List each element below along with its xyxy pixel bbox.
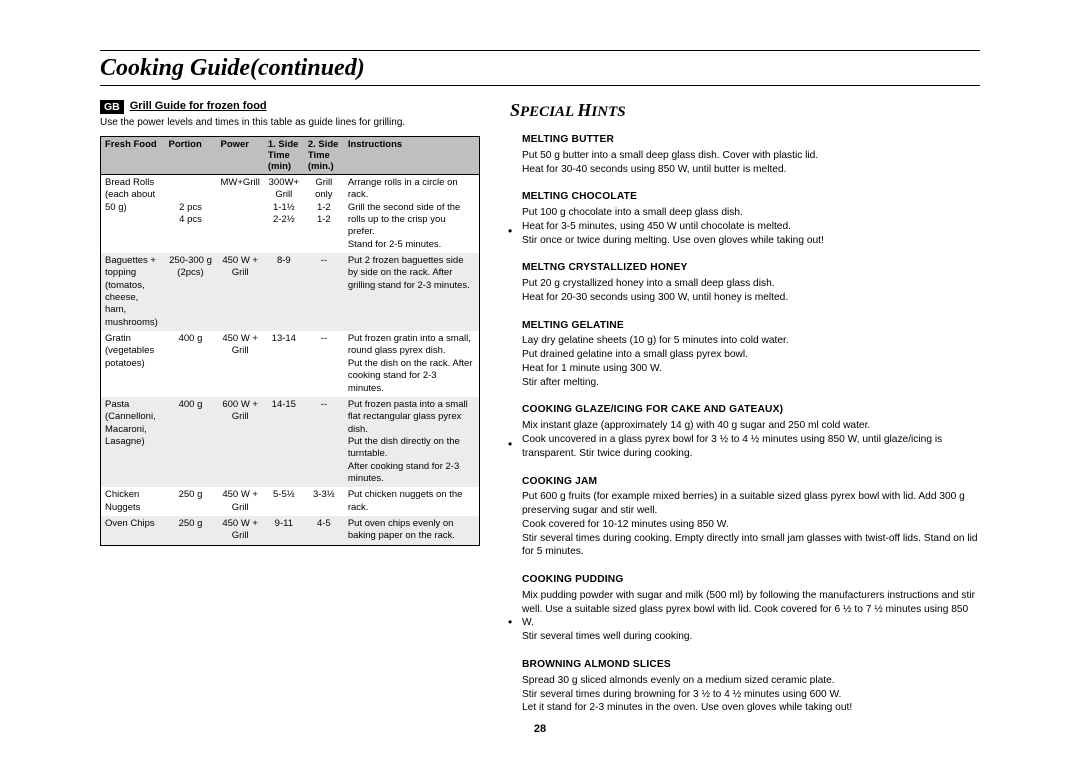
rule-bottom — [100, 85, 980, 86]
cell-food: Chicken Nuggets — [101, 487, 165, 516]
cell-power: 450 W + Grill — [217, 253, 264, 331]
hint-title: BROWNING ALMOND SLICES — [522, 658, 980, 672]
cell-portion: 250 g — [165, 516, 217, 545]
cell-power: 450 W + Grill — [217, 331, 264, 397]
section-header-row: GB Grill Guide for frozen food — [100, 100, 480, 114]
hint-title: MELTING CHOCOLATE — [522, 190, 980, 204]
hint-title: MELTING GELATINE — [522, 319, 980, 333]
cell-side1: 14-15 — [264, 397, 304, 487]
page-number: 28 — [0, 723, 1080, 735]
page-title: Cooking Guide(continued) — [100, 55, 980, 82]
cell-portion: 400 g — [165, 397, 217, 487]
cell-power: 450 W + Grill — [217, 516, 264, 545]
cell-side1: 5-5½ — [264, 487, 304, 516]
cell-instructions: Put frozen gratin into a small, round gl… — [344, 331, 480, 397]
hint-item: COOKING JAMPut 600 g fruits (for example… — [522, 475, 980, 560]
hint-title: COOKING GLAZE/ICING FOR CAKE AND GATEAUX… — [522, 403, 980, 417]
cell-side2: -- — [304, 397, 344, 487]
hint-body: Spread 30 g sliced almonds evenly on a m… — [522, 674, 980, 715]
hint-body: Put 100 g chocolate into a small deep gl… — [522, 206, 980, 247]
cell-portion: 250 g — [165, 487, 217, 516]
cell-power: 450 W + Grill — [217, 487, 264, 516]
cell-side2: 3-3½ — [304, 487, 344, 516]
table-row: Gratin (vegetables potatoes)400 g450 W +… — [101, 331, 480, 397]
cell-instructions: Put chicken nuggets on the rack. — [344, 487, 480, 516]
cell-instructions: Arrange rolls in a circle on rack. Grill… — [344, 175, 480, 254]
hint-body: Mix pudding powder with sugar and milk (… — [522, 589, 980, 644]
cell-instructions: Put frozen pasta into a small flat recta… — [344, 397, 480, 487]
th-food: Fresh Food — [101, 137, 165, 175]
grill-table: Fresh Food Portion Power 1. Side Time (m… — [100, 136, 480, 546]
cell-side1: 13-14 — [264, 331, 304, 397]
hint-title: MELTING BUTTER — [522, 133, 980, 147]
hint-item: MELTNG CRYSTALLIZED HONEY Put 20 g crysta… — [522, 261, 980, 304]
cell-food: Gratin (vegetables potatoes) — [101, 331, 165, 397]
th-power: Power — [217, 137, 264, 175]
hints-title: SPECIAL HINTS — [510, 100, 980, 121]
cell-instructions: Put 2 frozen baguettes side by side on t… — [344, 253, 480, 331]
gb-badge: GB — [100, 100, 124, 114]
cell-side2: -- — [304, 331, 344, 397]
cell-side2: 4-5 — [304, 516, 344, 545]
hint-title: COOKING JAM — [522, 475, 980, 489]
cell-portion: 250-300 g (2pcs) — [165, 253, 217, 331]
cell-side1: 9-11 — [264, 516, 304, 545]
rule-top — [100, 50, 980, 51]
grill-section-subtitle: Use the power levels and times in this t… — [100, 117, 480, 128]
cell-food: Pasta (Cannelloni, Macaroni, Lasagne) — [101, 397, 165, 487]
hint-body: Put 20 g crystallized honey into a small… — [522, 277, 980, 305]
hint-item: BROWNING ALMOND SLICES Spread 30 g sliced… — [522, 658, 980, 715]
grill-section-title: Grill Guide for frozen food — [130, 100, 267, 112]
cell-food: Oven Chips — [101, 516, 165, 545]
hint-body: Mix instant glaze (approximately 14 g) w… — [522, 419, 980, 460]
cell-power: 600 W + Grill — [217, 397, 264, 487]
cell-side2: -- — [304, 253, 344, 331]
columns: GB Grill Guide for frozen food Use the p… — [100, 100, 980, 729]
th-side2: 2. Side Time (min.) — [304, 137, 344, 175]
hint-item: MELTING BUTTER Put 50 g butter into a sma… — [522, 133, 980, 176]
bullet-icon: • — [508, 438, 512, 450]
cell-portion: 400 g — [165, 331, 217, 397]
grill-table-body: Bread Rolls (each about 50 g) 2 pcs 4 pc… — [101, 175, 480, 546]
manual-page: Cooking Guide(continued) GB Grill Guide … — [0, 0, 1080, 749]
hint-item: •MELTING CHOCOLATEPut 100 g chocolate in… — [522, 190, 980, 247]
cell-side2: Grill only 1-2 1-2 — [304, 175, 344, 254]
hint-body: Lay dry gelatine sheets (10 g) for 5 min… — [522, 334, 980, 389]
hints-list: MELTING BUTTER Put 50 g butter into a sma… — [510, 133, 980, 715]
cell-instructions: Put oven chips evenly on baking paper on… — [344, 516, 480, 545]
hint-body: Put 50 g butter into a small deep glass … — [522, 149, 980, 177]
cell-food: Baguettes + topping (tomatos, cheese, ha… — [101, 253, 165, 331]
cell-power: MW+Grill — [217, 175, 264, 254]
cell-side1: 300W+ Grill 1-1½ 2-2½ — [264, 175, 304, 254]
hint-title: MELTNG CRYSTALLIZED HONEY — [522, 261, 980, 275]
cell-portion: 2 pcs 4 pcs — [165, 175, 217, 254]
hint-item: •COOKING PUDDINGMix pudding powder with … — [522, 573, 980, 644]
table-row: Oven Chips250 g450 W + Grill9-114-5Put o… — [101, 516, 480, 545]
cell-side1: 8-9 — [264, 253, 304, 331]
hint-item: •COOKING GLAZE/ICING FOR CAKE AND GATEAU… — [522, 403, 980, 460]
table-row: Bread Rolls (each about 50 g) 2 pcs 4 pc… — [101, 175, 480, 254]
hint-item: MELTING GELATINELay dry gelatine sheets … — [522, 319, 980, 390]
hint-title: COOKING PUDDING — [522, 573, 980, 587]
bullet-icon: • — [508, 616, 512, 628]
cell-food: Bread Rolls (each about 50 g) — [101, 175, 165, 254]
left-column: GB Grill Guide for frozen food Use the p… — [100, 100, 480, 729]
table-row: Baguettes + topping (tomatos, cheese, ha… — [101, 253, 480, 331]
bullet-icon: • — [508, 225, 512, 237]
grill-table-head: Fresh Food Portion Power 1. Side Time (m… — [101, 137, 480, 175]
th-instructions: Instructions — [344, 137, 480, 175]
table-row: Chicken Nuggets250 g450 W + Grill5-5½3-3… — [101, 487, 480, 516]
th-side1: 1. Side Time (min) — [264, 137, 304, 175]
hint-body: Put 600 g fruits (for example mixed berr… — [522, 490, 980, 559]
right-column: SPECIAL HINTS MELTING BUTTER Put 50 g but… — [510, 100, 980, 729]
th-portion: Portion — [165, 137, 217, 175]
table-row: Pasta (Cannelloni, Macaroni, Lasagne)400… — [101, 397, 480, 487]
